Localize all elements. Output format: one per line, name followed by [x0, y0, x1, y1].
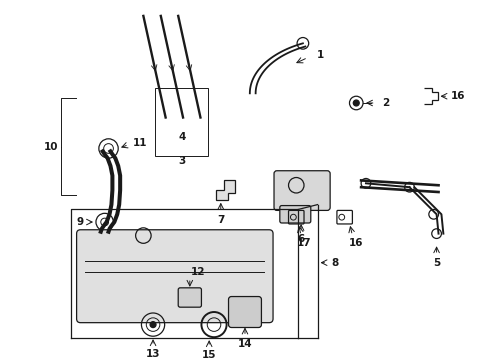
Circle shape — [150, 322, 156, 328]
Text: 11: 11 — [133, 138, 147, 148]
FancyBboxPatch shape — [77, 230, 272, 323]
Text: 3: 3 — [178, 156, 185, 166]
FancyBboxPatch shape — [279, 206, 310, 223]
FancyBboxPatch shape — [228, 297, 261, 328]
FancyBboxPatch shape — [178, 288, 201, 307]
Text: 16: 16 — [348, 238, 363, 248]
Text: 16: 16 — [450, 91, 464, 101]
Text: 9: 9 — [77, 217, 84, 227]
Text: 8: 8 — [331, 258, 338, 268]
FancyBboxPatch shape — [273, 171, 329, 210]
Text: 2: 2 — [381, 98, 388, 108]
Text: 1: 1 — [316, 50, 324, 60]
Text: 5: 5 — [432, 258, 439, 268]
Text: 7: 7 — [217, 215, 224, 225]
Text: 14: 14 — [237, 339, 252, 349]
Text: 17: 17 — [296, 238, 311, 248]
Bar — [155, 89, 208, 156]
Text: 15: 15 — [202, 350, 216, 360]
Text: 4: 4 — [178, 132, 185, 142]
Text: 6: 6 — [297, 234, 304, 244]
Polygon shape — [216, 180, 235, 200]
Text: 13: 13 — [145, 348, 160, 359]
Text: 12: 12 — [190, 267, 204, 277]
Text: 10: 10 — [44, 141, 59, 152]
Circle shape — [353, 100, 359, 106]
